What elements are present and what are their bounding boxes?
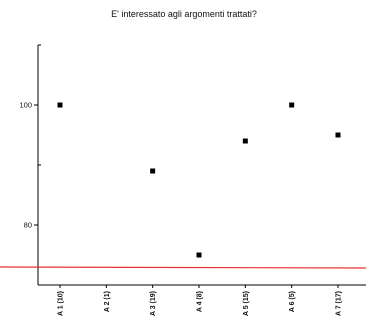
data-point xyxy=(57,102,63,108)
chart-title: E' interessato agli argomenti trattati? xyxy=(111,9,257,19)
data-point xyxy=(289,102,295,108)
data-point xyxy=(242,138,248,144)
x-tick-label: A 4 (8) xyxy=(197,291,204,312)
x-tick-label: A 1 (10) xyxy=(58,291,65,316)
y-tick-label: 80 xyxy=(24,221,32,230)
data-point xyxy=(150,168,156,174)
x-tick-label: A 3 (19) xyxy=(150,291,157,316)
x-tick-label: A 7 (17) xyxy=(336,291,343,316)
x-tick-label: A 2 (1) xyxy=(104,291,111,312)
data-point xyxy=(196,252,202,258)
y-tick-label: 100 xyxy=(19,101,32,110)
x-tick-label: A 6 (5) xyxy=(289,291,296,312)
x-tick-label: A 5 (15) xyxy=(243,291,250,316)
data-point xyxy=(335,132,341,138)
reference-line xyxy=(0,266,366,269)
